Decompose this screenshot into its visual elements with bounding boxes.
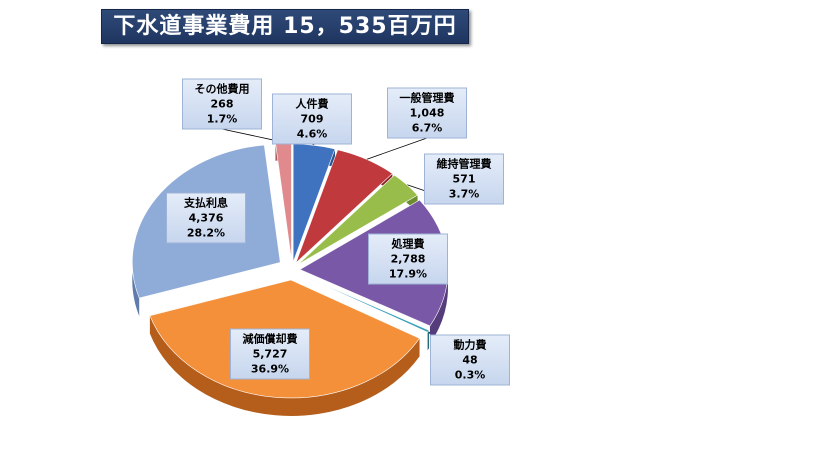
slice-label-name: 減価償却費 — [242, 332, 298, 346]
slice-label-name: 動力費 — [453, 338, 487, 352]
slice-label-pct: 4.6% — [296, 127, 328, 141]
slice-label-pct: 17.9% — [388, 267, 428, 281]
pie-slice — [297, 174, 419, 265]
pie-slice — [275, 141, 292, 261]
slice-label: 維持管理費 571 3.7% — [424, 153, 504, 205]
slice-label-name: 一般管理費 — [399, 91, 455, 105]
leader-line — [366, 137, 428, 160]
slice-label-pct: 6.7% — [411, 121, 443, 135]
slice-label-value: 2,788 — [390, 252, 426, 266]
slice-label-name: 人件費 — [295, 97, 329, 111]
pie-slice — [298, 273, 430, 333]
slice-label-pct: 0.3% — [454, 368, 486, 382]
slice-label: その他費用 268 1.7% — [182, 78, 262, 130]
slice-label-value: 268 — [210, 97, 234, 111]
slice-label: 減価償却費 5,727 36.9% — [230, 328, 310, 380]
slice-label-pct: 1.7% — [206, 112, 238, 126]
slice-label: 人件費 709 4.6% — [272, 93, 352, 145]
slice-label: 支払利息 4,376 28.2% — [166, 192, 246, 244]
slice-label-name: その他費用 — [194, 82, 250, 96]
slice-label: 処理費 2,788 17.9% — [368, 233, 448, 285]
slice-label-pct: 28.2% — [186, 226, 226, 240]
slice-label-name: 維持管理費 — [436, 157, 492, 171]
slice-label-pct: 3.7% — [448, 187, 480, 201]
slice-label: 動力費 48 0.3% — [430, 334, 510, 386]
slice-label: 一般管理費 1,048 6.7% — [387, 87, 467, 139]
slice-label-value: 4,376 — [188, 211, 224, 225]
pie-slice — [295, 149, 393, 264]
slice-label-name: 処理費 — [391, 237, 425, 251]
slice-label-value: 571 — [452, 172, 476, 186]
chart-total-text: 15，535百万円 — [283, 14, 457, 39]
slice-label-name: 支払利息 — [184, 196, 228, 210]
chart-title-text: 下水道事業費用 — [113, 14, 275, 39]
slice-label-value: 1,048 — [409, 106, 445, 120]
slice-label-pct: 36.9% — [250, 362, 290, 376]
slice-label-value: 5,727 — [252, 347, 288, 361]
chart-title: 下水道事業費用 15，535百万円 — [101, 9, 469, 44]
slice-label-value: 48 — [462, 353, 478, 367]
slice-label-value: 709 — [300, 112, 324, 126]
